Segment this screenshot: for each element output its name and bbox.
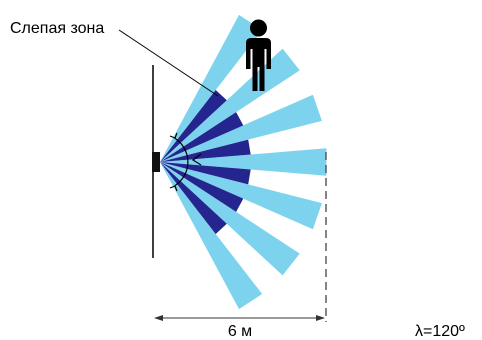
blind-zone-segment — [160, 139, 251, 162]
person-body — [246, 38, 271, 91]
angle-indicator — [169, 132, 202, 192]
blind-zone-segment — [160, 162, 227, 234]
angle-arc-top-tick — [169, 132, 178, 139]
detection-beam — [160, 94, 322, 162]
dimension-arrow-right — [316, 315, 325, 321]
detection-pattern — [160, 14, 327, 310]
detection-beam — [160, 14, 263, 163]
angle-mark — [191, 153, 202, 166]
distance-label: 6 м — [228, 323, 252, 340]
dimension-arrow-left — [154, 315, 163, 321]
angle-arc-bottom-tick — [169, 185, 178, 192]
detection-beam — [160, 162, 300, 276]
distance-dimension — [154, 315, 325, 321]
person-head — [250, 19, 267, 37]
blind-zone-label: Слепая зона — [10, 20, 104, 37]
blind-zone-segment — [160, 162, 244, 212]
person-icon — [246, 19, 271, 91]
detection-beam — [160, 162, 322, 230]
detection-beam — [160, 162, 263, 310]
angle-arc — [174, 137, 189, 187]
blind-zone-segment — [160, 90, 227, 162]
detection-beam — [160, 148, 327, 176]
blind-zone-segment — [160, 162, 251, 185]
detection-beam — [160, 48, 300, 162]
angle-label: λ=120º — [415, 323, 465, 340]
blind-zone-leader-line — [118, 29, 219, 97]
blind-zone-segment — [160, 112, 244, 162]
sensor-icon — [152, 152, 160, 172]
